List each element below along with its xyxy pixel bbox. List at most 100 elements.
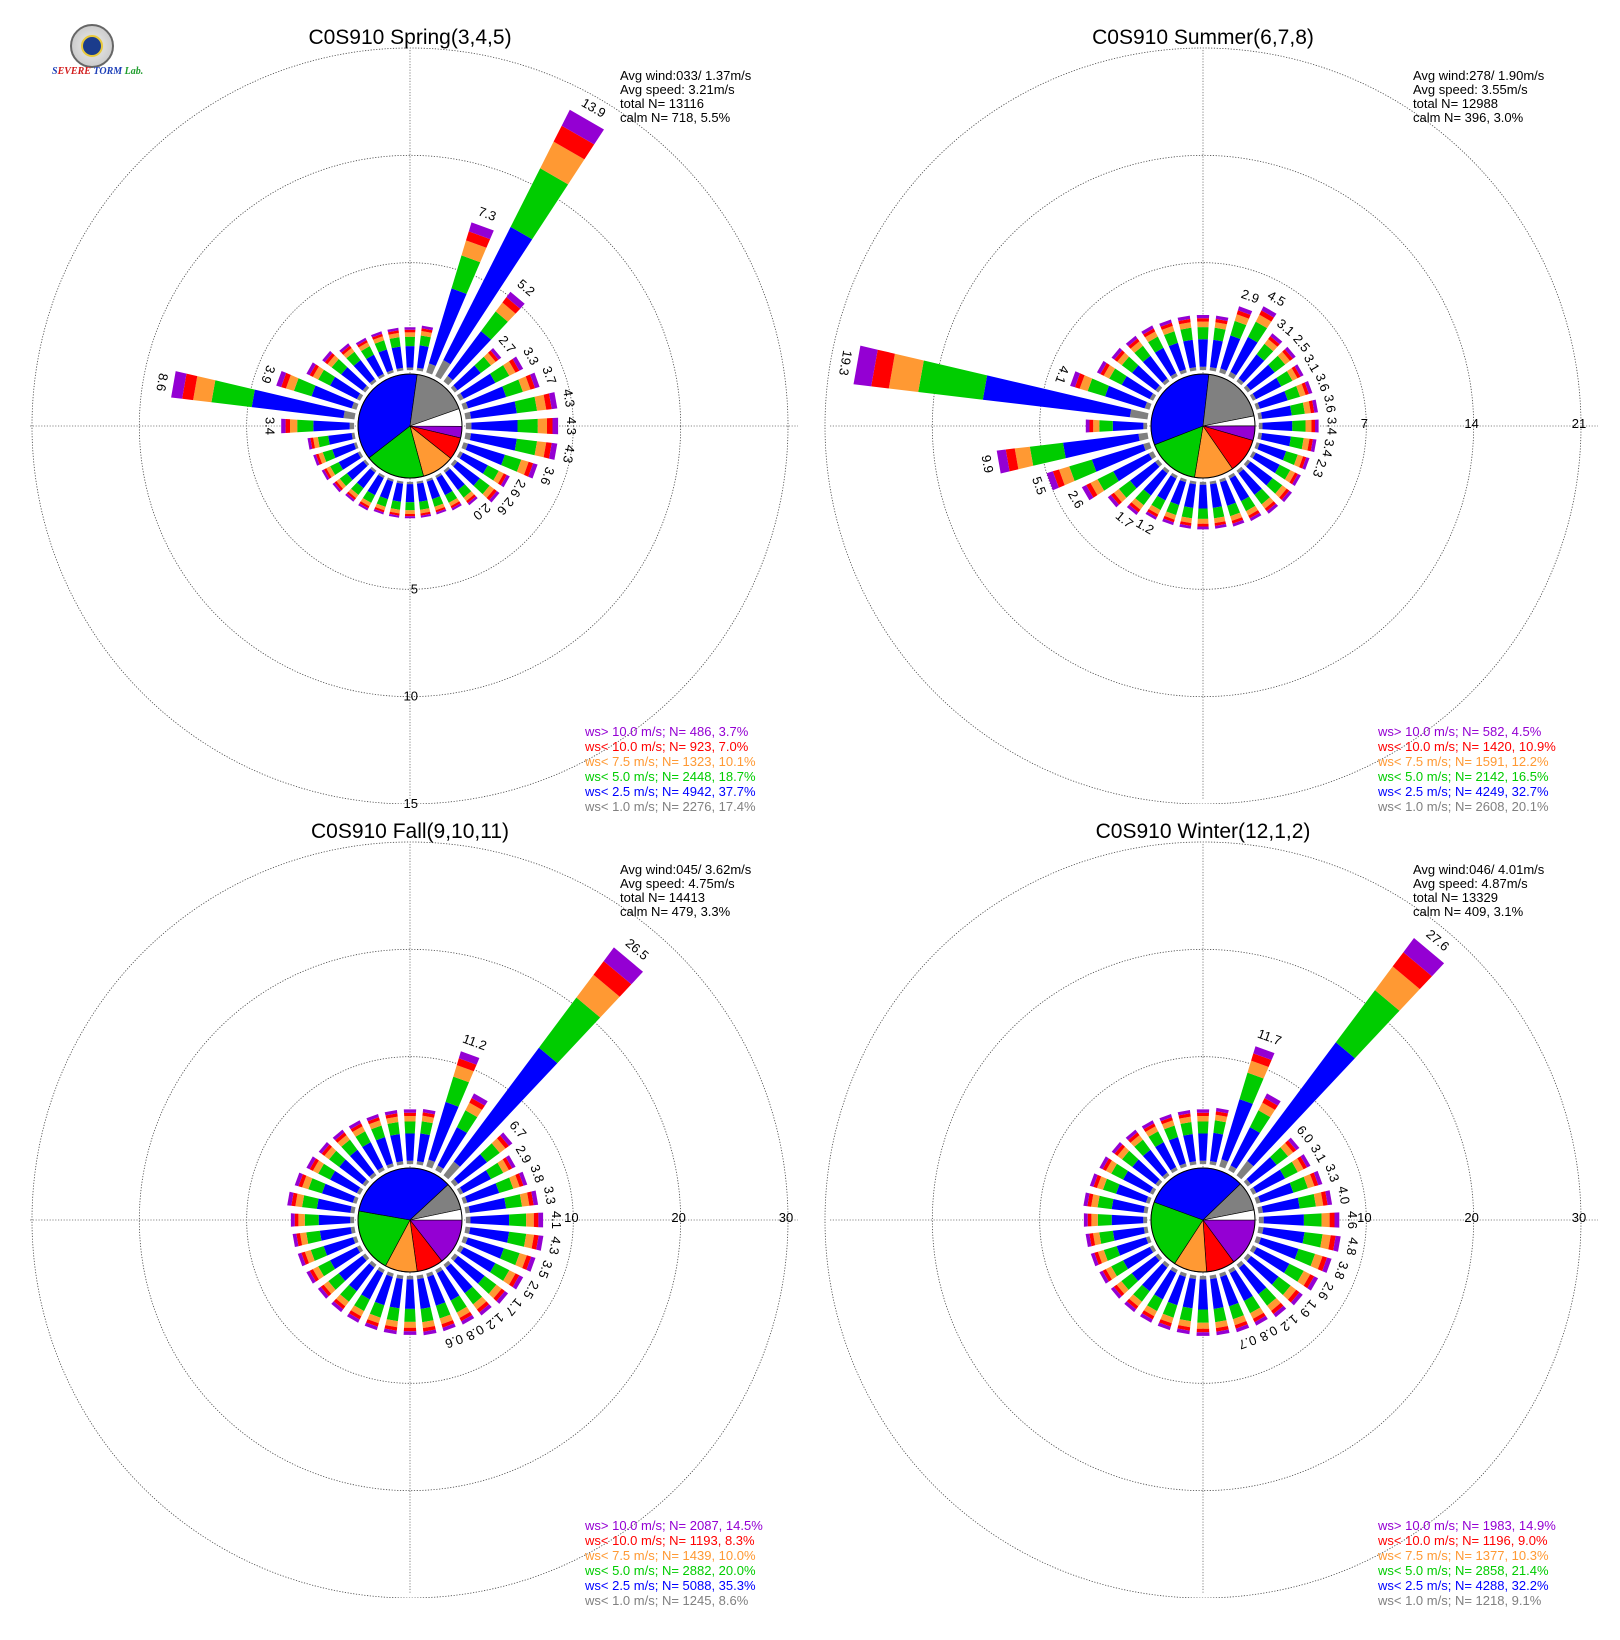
sector-bar-segment: [1123, 1170, 1154, 1194]
sector-bar-segment: [1249, 451, 1256, 459]
sector-bar-segment: [306, 1270, 316, 1284]
sector-bar-segment: [473, 1296, 487, 1310]
sector-value-label: 4.6: [1345, 1211, 1360, 1229]
sector-bar-segment: [330, 1170, 361, 1194]
sector-value-label: 1.2: [1133, 515, 1156, 537]
sector-bar-segment: [320, 1284, 332, 1297]
sector-bar-segment: [1214, 322, 1227, 330]
sector-bar-segment: [337, 1135, 350, 1147]
sector-bar-segment: [526, 1256, 536, 1272]
sector-bar-segment: [1284, 346, 1296, 359]
sector-bar-segment: [461, 1196, 468, 1204]
sector-bar-segment: [504, 1194, 523, 1209]
sector-bar-segment: [489, 491, 500, 503]
sector-bar-segment: [488, 1284, 502, 1299]
sector-bar-segment: [1246, 1256, 1279, 1285]
sector-bar-segment: [361, 346, 374, 359]
sector-bar-segment: [300, 1232, 309, 1246]
sector-bar-segment: [321, 469, 330, 481]
sector-bar-segment: [500, 1248, 520, 1266]
sector-bar-segment: [356, 393, 364, 401]
sector-bar-segment: [350, 1226, 356, 1234]
sector-bar-segment: [1197, 526, 1209, 530]
sector-bar-segment: [1243, 1179, 1251, 1187]
sector-bar-segment: [495, 1177, 514, 1193]
sector-bar-segment: [377, 373, 385, 380]
sector-bar-segment: [1279, 488, 1290, 500]
sector-bar-segment: [1257, 391, 1288, 409]
sector-bar-segment: [538, 1212, 544, 1228]
sector-bar-segment: [331, 359, 348, 375]
sector-bar-segment: [298, 1174, 307, 1188]
sector-bar-segment: [512, 356, 524, 371]
legend-entry: ws< 1.0 m/s; N= 1245, 8.6%: [584, 1593, 749, 1608]
sector-bar-segment: [281, 418, 286, 434]
ring-label: 20: [671, 1210, 685, 1225]
legend-entry: ws< 2.5 m/s; N= 4942, 37.7%: [584, 784, 756, 799]
sector-bar-segment: [1321, 1191, 1328, 1206]
sector-bar-segment: [1228, 371, 1237, 380]
sector-bar-segment: [527, 1191, 534, 1206]
sector-bar-segment: [1149, 1245, 1157, 1253]
ring-label: 21: [1572, 416, 1586, 431]
sector-bar-segment: [1179, 369, 1187, 375]
sector-bar-segment: [1264, 501, 1276, 512]
sector-bar-segment: [321, 1183, 355, 1203]
sector-bar-segment: [1102, 1158, 1112, 1171]
sector-bar-segment: [1089, 1233, 1096, 1247]
sector-bar-segment: [1229, 475, 1250, 502]
sector-bar-segment: [1307, 1276, 1319, 1291]
sector-bar-segment: [1155, 1179, 1163, 1187]
sector-bar-segment: [1215, 1326, 1229, 1332]
sector-bar-segment: [483, 465, 499, 481]
ring-label: 20: [1464, 1210, 1478, 1225]
ring-label: 14: [1464, 416, 1478, 431]
sector-bar-segment: [1252, 452, 1280, 474]
range-ring: [1039, 262, 1367, 590]
sector-bar-segment: [318, 1214, 351, 1226]
sector-bar-segment: [510, 168, 569, 240]
sector-bar-segment: [1129, 409, 1149, 420]
sector-bar-segment: [432, 496, 444, 507]
sector-bar-segment: [1093, 419, 1100, 433]
sector-bar-segment: [171, 371, 187, 399]
sector-bar-segment: [460, 373, 496, 399]
sector-bar-segment: [515, 1253, 527, 1269]
sector-bar-segment: [361, 1269, 384, 1300]
sector-bar-segment: [1112, 421, 1144, 431]
sector-bar-segment: [1143, 1206, 1149, 1214]
sector-bar-segment: [339, 1159, 367, 1185]
legend-entry: ws< 10.0 m/s; N= 1193, 8.3%: [584, 1533, 755, 1548]
sector-value-label: 3.6: [1313, 371, 1333, 393]
sector-bar-segment: [509, 1213, 527, 1227]
sector-bar-segment: [1282, 349, 1293, 361]
sector-bar-segment: [1273, 1305, 1287, 1318]
sector-bar-segment: [1280, 1142, 1294, 1157]
sector-bar-segment: [1125, 335, 1138, 347]
sector-bar-segment: [514, 396, 538, 414]
sector-bar-segment: [1302, 1232, 1323, 1248]
sector-bar-segment: [369, 1260, 377, 1268]
sector-value-label: 2.7: [496, 333, 519, 356]
sector-bar-segment: [463, 491, 475, 502]
sector-bar-segment: [318, 1142, 330, 1154]
sector-bar-segment: [1220, 1274, 1239, 1307]
sector-bar-segment: [405, 510, 415, 514]
sector-bar-segment: [1110, 492, 1122, 505]
sector-bar-segment: [323, 1237, 356, 1256]
sector-value-label: 6.0: [1294, 1122, 1317, 1145]
sector-bar-segment: [1199, 1275, 1207, 1280]
sector-bar-segment: [373, 336, 385, 344]
sector-bar-segment: [474, 356, 491, 373]
sector-bar-segment: [1111, 1214, 1144, 1226]
sector-bar-segment: [343, 347, 355, 359]
sector-bar-segment: [1081, 485, 1094, 501]
sector-bar-segment: [1296, 383, 1306, 397]
sector-bar-segment: [1249, 1187, 1257, 1195]
sector-bar-segment: [1248, 510, 1260, 519]
sector-bar-segment: [1317, 1256, 1328, 1272]
sector-bar-segment: [419, 335, 431, 347]
sector-bar-segment: [518, 376, 531, 392]
sector-bar-segment: [301, 1251, 309, 1265]
sector-bar-segment: [1155, 1253, 1163, 1261]
